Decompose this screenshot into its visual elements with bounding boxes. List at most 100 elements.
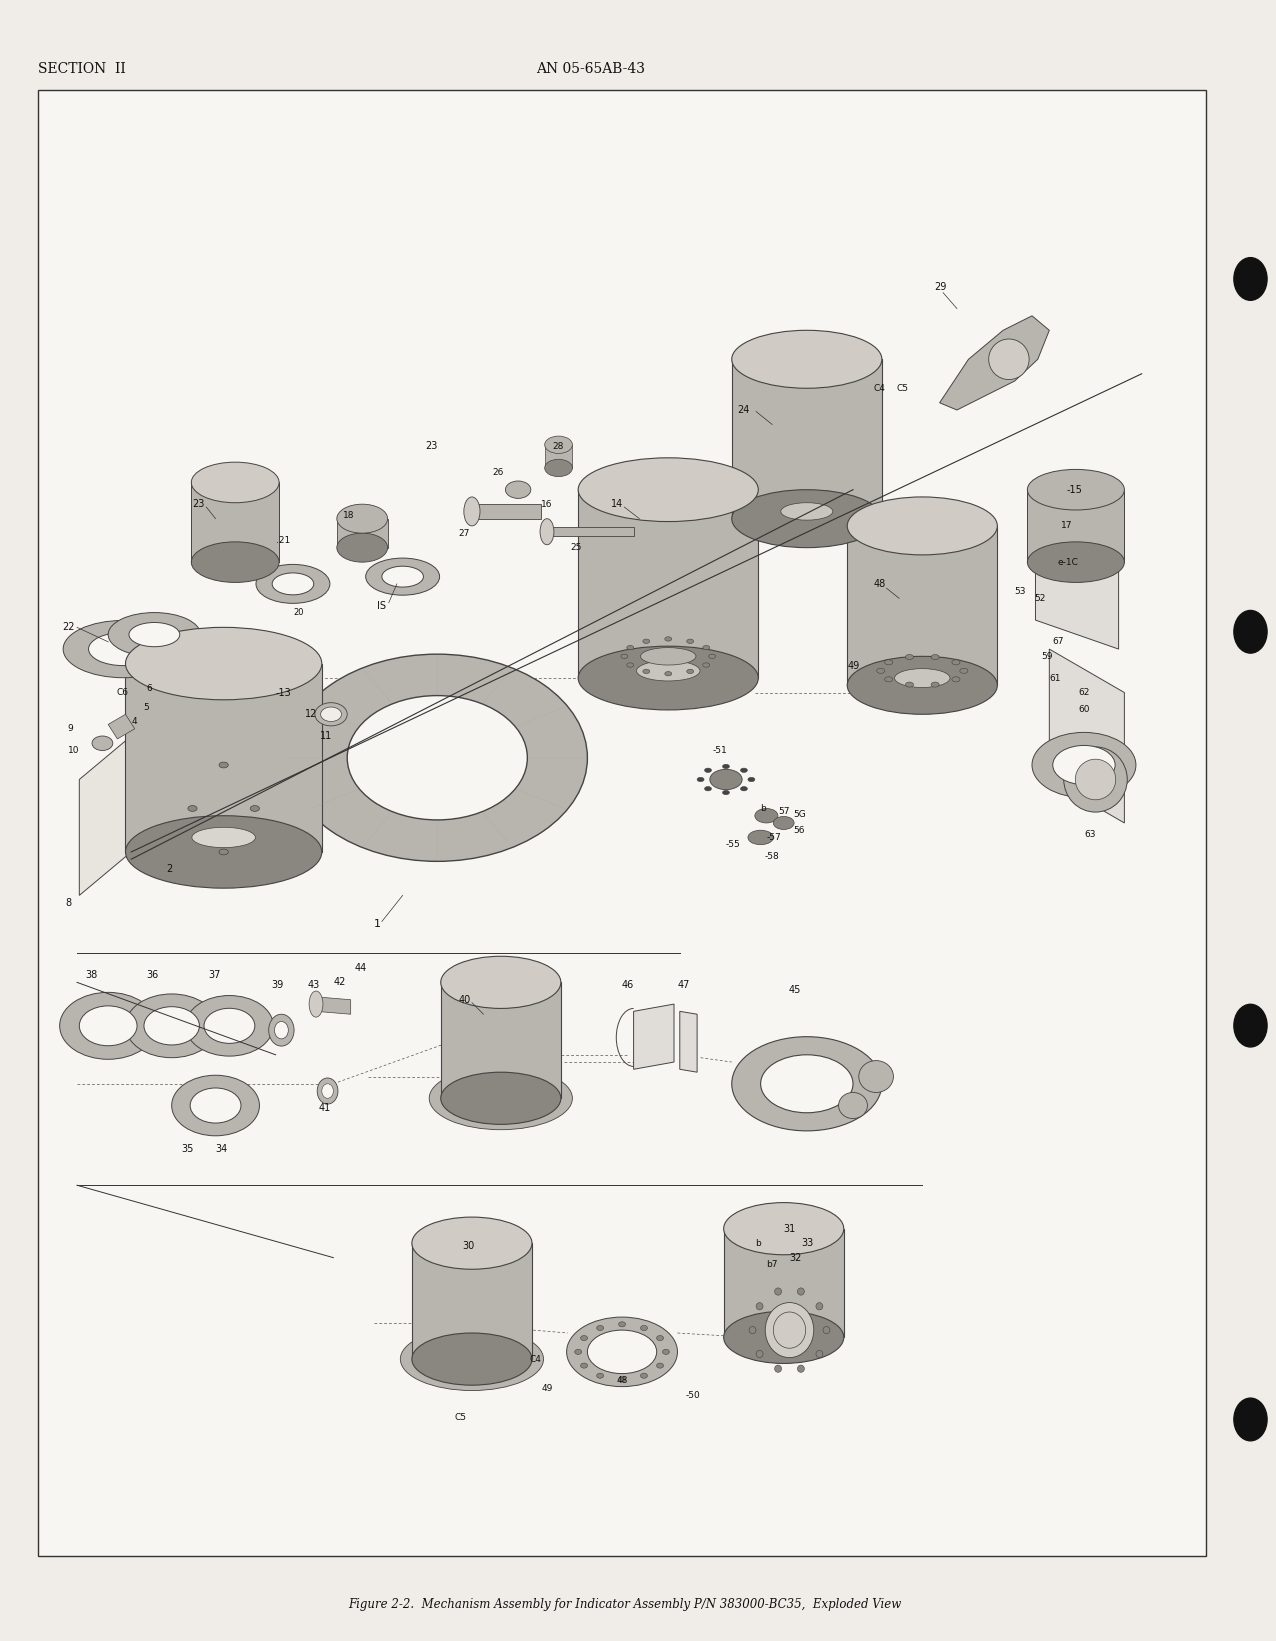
Ellipse shape [703, 645, 709, 650]
Ellipse shape [287, 655, 587, 862]
Ellipse shape [309, 991, 323, 1017]
Ellipse shape [731, 330, 882, 389]
Ellipse shape [773, 817, 794, 829]
Text: 28: 28 [553, 441, 564, 451]
Ellipse shape [643, 638, 649, 643]
Text: 48: 48 [874, 579, 886, 589]
Ellipse shape [219, 848, 228, 855]
Ellipse shape [191, 463, 279, 502]
Text: AN 05-65AB-43: AN 05-65AB-43 [536, 62, 644, 75]
Polygon shape [634, 1004, 674, 1070]
Ellipse shape [574, 1349, 582, 1354]
Ellipse shape [366, 558, 440, 596]
Ellipse shape [704, 768, 712, 773]
Ellipse shape [337, 533, 388, 563]
Polygon shape [680, 1011, 697, 1072]
Text: 29: 29 [934, 282, 947, 292]
Ellipse shape [578, 647, 758, 711]
Ellipse shape [665, 671, 671, 676]
Ellipse shape [815, 1351, 823, 1357]
Text: 32: 32 [790, 1252, 801, 1262]
Text: 14: 14 [610, 499, 623, 509]
Text: 62: 62 [1078, 688, 1090, 697]
Ellipse shape [63, 620, 184, 678]
Ellipse shape [665, 637, 671, 642]
Circle shape [1234, 258, 1267, 300]
Text: 42: 42 [333, 978, 346, 988]
Ellipse shape [1027, 469, 1124, 510]
Ellipse shape [60, 993, 157, 1060]
Ellipse shape [722, 765, 730, 768]
Text: 23: 23 [193, 499, 205, 509]
Ellipse shape [686, 670, 694, 673]
Ellipse shape [722, 791, 730, 794]
Text: 38: 38 [85, 970, 97, 980]
Ellipse shape [657, 1336, 664, 1341]
Ellipse shape [597, 1374, 604, 1378]
Text: 22: 22 [63, 622, 74, 632]
Polygon shape [545, 445, 573, 468]
Polygon shape [79, 737, 131, 896]
Polygon shape [125, 663, 322, 852]
Text: 60: 60 [1078, 706, 1090, 714]
Ellipse shape [619, 1321, 625, 1328]
Text: 39: 39 [271, 980, 283, 990]
Ellipse shape [567, 1318, 678, 1387]
Text: Figure 2-2.  Mechanism Assembly for Indicator Assembly P/N 383000-BC35,  Explode: Figure 2-2. Mechanism Assembly for Indic… [348, 1598, 902, 1611]
Text: C4: C4 [874, 384, 886, 392]
Text: 59: 59 [1041, 651, 1053, 661]
Text: -57: -57 [767, 834, 781, 842]
Ellipse shape [823, 1326, 829, 1334]
Ellipse shape [401, 1328, 544, 1390]
Ellipse shape [88, 632, 158, 666]
Ellipse shape [723, 1311, 843, 1364]
Ellipse shape [952, 660, 960, 665]
Text: 48: 48 [616, 1377, 628, 1385]
Ellipse shape [545, 459, 573, 476]
Text: 8: 8 [65, 898, 71, 907]
Text: 45: 45 [789, 985, 801, 994]
Ellipse shape [415, 1334, 530, 1385]
Polygon shape [723, 1229, 843, 1337]
Text: 5: 5 [143, 702, 148, 712]
Ellipse shape [1032, 732, 1136, 798]
Ellipse shape [322, 1083, 333, 1098]
Text: 49: 49 [541, 1383, 553, 1393]
Text: 41: 41 [318, 1103, 330, 1113]
Ellipse shape [740, 768, 748, 773]
Polygon shape [1027, 489, 1124, 563]
Text: 37: 37 [209, 970, 221, 980]
Ellipse shape [731, 489, 882, 548]
Polygon shape [1035, 504, 1119, 650]
Circle shape [1234, 610, 1267, 653]
Text: 57: 57 [778, 807, 790, 816]
Ellipse shape [125, 816, 322, 888]
Text: 56: 56 [792, 825, 804, 835]
Ellipse shape [798, 1288, 804, 1295]
Ellipse shape [657, 1364, 664, 1369]
Ellipse shape [906, 655, 914, 660]
Ellipse shape [894, 668, 951, 688]
Text: 44: 44 [355, 963, 366, 973]
Text: 43: 43 [308, 980, 320, 990]
Ellipse shape [884, 676, 893, 683]
Ellipse shape [708, 655, 716, 658]
Circle shape [1234, 1004, 1267, 1047]
Polygon shape [547, 527, 634, 537]
Text: 63: 63 [1083, 830, 1096, 839]
Text: .21: .21 [276, 537, 290, 545]
Ellipse shape [798, 1365, 804, 1372]
Text: b: b [760, 804, 767, 812]
Polygon shape [472, 504, 541, 519]
Ellipse shape [755, 809, 778, 822]
Polygon shape [578, 489, 758, 678]
Ellipse shape [838, 1093, 868, 1119]
Text: 4: 4 [131, 717, 137, 725]
Text: 30: 30 [463, 1241, 475, 1250]
Ellipse shape [190, 1088, 241, 1122]
Polygon shape [191, 482, 279, 563]
Text: C5: C5 [897, 384, 909, 392]
Ellipse shape [859, 1060, 893, 1093]
Text: 10: 10 [68, 747, 79, 755]
Ellipse shape [272, 573, 314, 594]
